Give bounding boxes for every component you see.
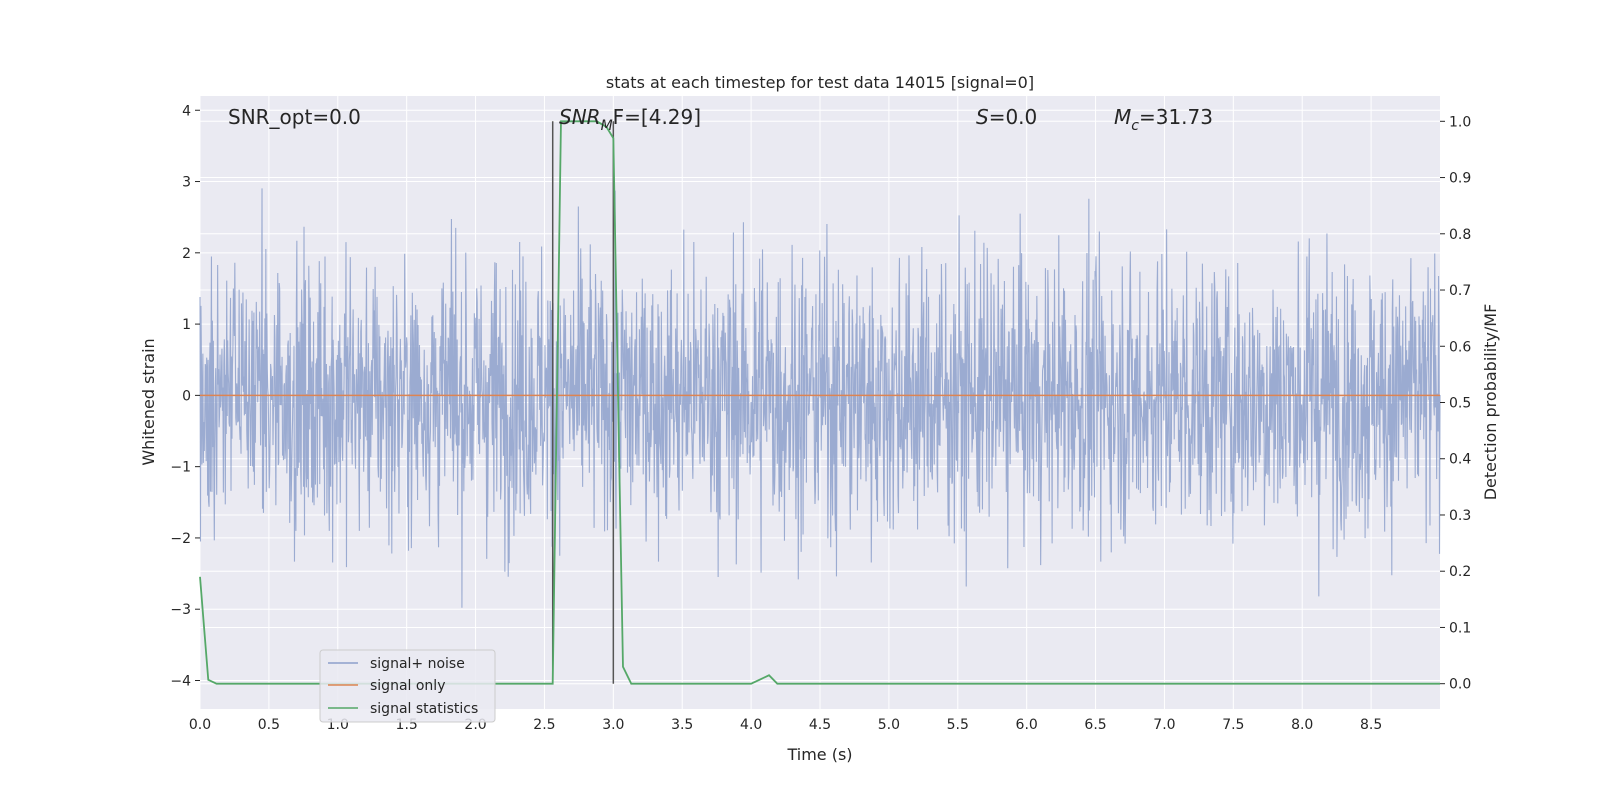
y-tick-label: 1 [182, 317, 191, 333]
y-tick-label: 4 [182, 103, 191, 119]
series-signal-statistics [199, 120, 1440, 685]
x-tick-label: 7.0 [1153, 717, 1175, 733]
y2-axis-label: Detection probability/MF [1481, 304, 1500, 501]
legend-box [319, 649, 496, 723]
vertical-markers [551, 121, 615, 684]
x-tick-label: 7.5 [1222, 717, 1244, 733]
y2-tick-label: 0.4 [1449, 452, 1471, 468]
y-tick-label: −3 [170, 602, 191, 618]
y-tick-label: −2 [170, 531, 191, 547]
y2-tick-label: 0.6 [1449, 339, 1471, 355]
y-axis-label: Whitened strain [139, 338, 158, 465]
y-tick-label: −4 [170, 673, 191, 689]
annotation-mc: Mc=31.73 [1114, 105, 1213, 134]
series-line-signal-noise [199, 188, 1441, 608]
y2-tick-label: 0.8 [1449, 227, 1471, 243]
y-tick-label: 3 [182, 175, 191, 191]
annotation-snr-mf: SNRMF=[4.29] [559, 105, 701, 134]
x-tick-label: 5.0 [878, 717, 900, 733]
y-tick-label: 2 [182, 246, 191, 262]
legend-label-stats: signal statistics [370, 701, 478, 717]
x-tick-label: 6.5 [1084, 717, 1106, 733]
legend-label-noise: signal+ noise [370, 656, 465, 672]
x-tick-label: 0.5 [258, 717, 280, 733]
x-tick-label: 8.5 [1360, 717, 1382, 733]
annotation-snr-opt: SNR_opt=0.0 [228, 105, 361, 129]
legend-label-signal: signal only [370, 678, 445, 694]
y2-axis-ticks: 1.0 0.9 0.8 0.7 0.6 0.5 0.4 0.3 0.2 0.1 0.0 [1440, 114, 1471, 693]
y2-tick-label: 0.7 [1449, 283, 1471, 299]
y2-tick-label: 0.1 [1449, 620, 1471, 636]
chart-title: stats at each timestep for test data 140… [606, 73, 1034, 92]
y-tick-label: −1 [170, 460, 191, 476]
y2-tick-label: 0.9 [1449, 171, 1471, 187]
y2-tick-label: 0.2 [1449, 564, 1471, 580]
x-axis-ticks: 0.0 0.5 1.0 1.5 2.0 2.5 3.0 3.5 4.0 4.5 5.0 5.5 6.0 6… [189, 717, 1382, 733]
x-axis-label: Time (s) [786, 745, 852, 764]
x-tick-label: 8.0 [1291, 717, 1313, 733]
y2-tick-label: 0.5 [1449, 396, 1471, 412]
y-axis-ticks: 4 3 2 1 0 −1 −2 −3 −4 [170, 103, 200, 689]
y2-tick-label: 1.0 [1449, 114, 1471, 130]
y2-tick-label: 0.0 [1449, 677, 1471, 693]
y2-tick-label: 0.3 [1449, 508, 1471, 524]
x-tick-label: 0.0 [189, 717, 211, 733]
x-tick-label: 6.0 [1016, 717, 1038, 733]
x-tick-label: 4.0 [740, 717, 762, 733]
x-tick-label: 4.5 [809, 717, 831, 733]
x-tick-label: 3.0 [602, 717, 624, 733]
y-tick-label: 0 [182, 388, 191, 404]
series-line-signal-statistics [199, 120, 1440, 685]
annotation-s: S=0.0 [976, 105, 1037, 129]
x-tick-label: 3.5 [671, 717, 693, 733]
x-tick-label: 2.5 [533, 717, 555, 733]
series-signal-noise [199, 188, 1441, 608]
x-tick-label: 5.5 [947, 717, 969, 733]
legend: signal+ noise signal only signal statist… [319, 649, 496, 723]
